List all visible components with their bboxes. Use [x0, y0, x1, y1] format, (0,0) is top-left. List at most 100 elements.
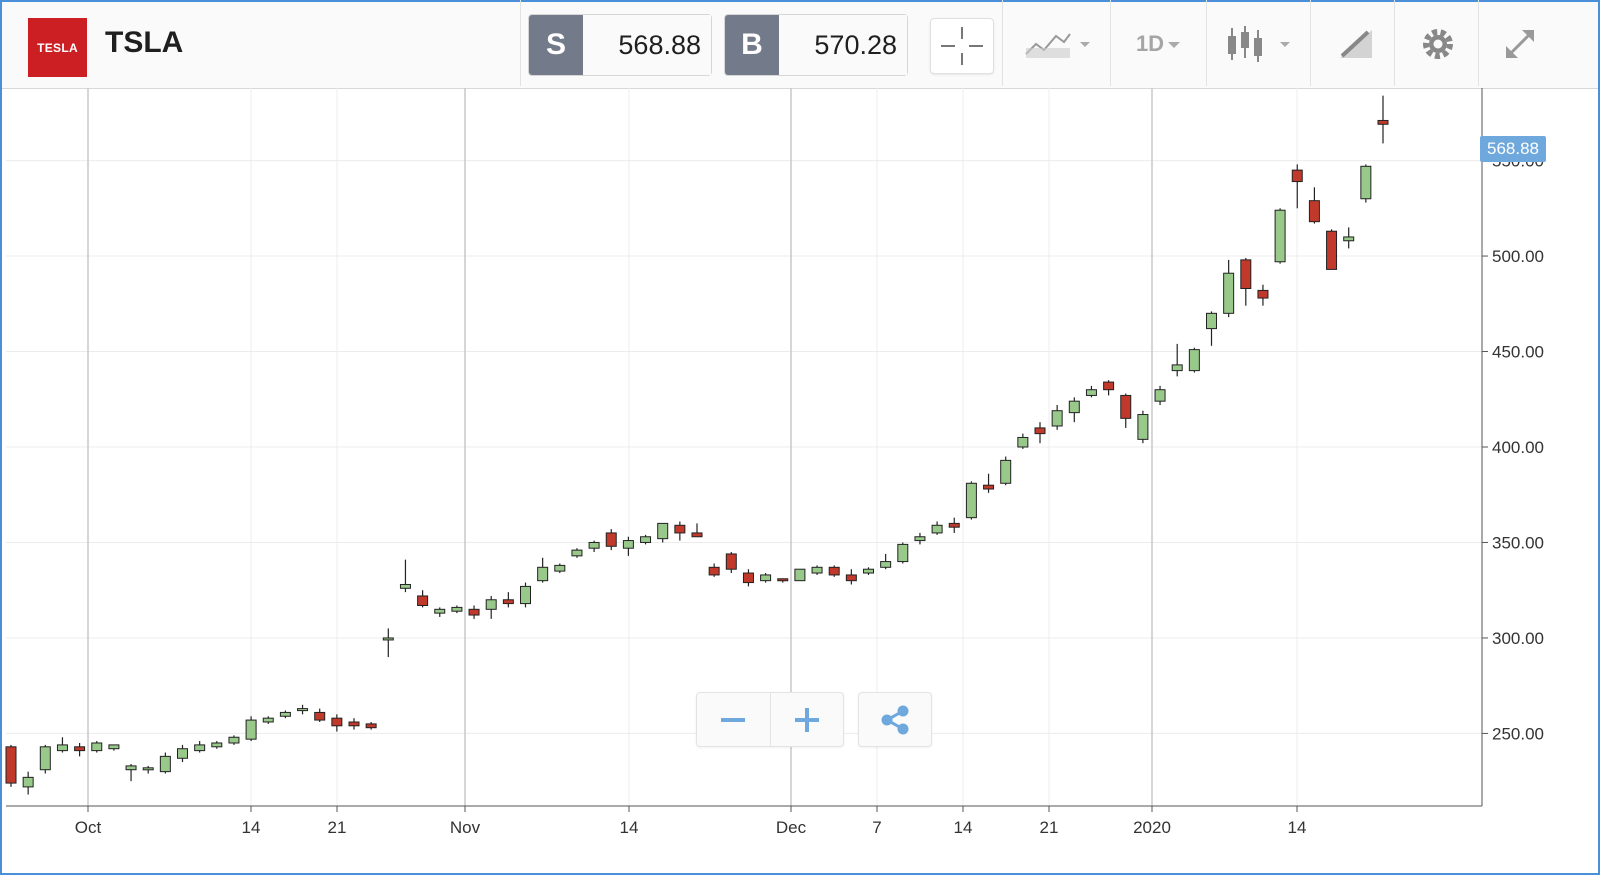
candle-body — [39, 746, 51, 771]
candle-body — [537, 566, 549, 582]
candle-body — [725, 553, 737, 570]
candle-body — [1120, 394, 1132, 419]
sell-price: 568.88 — [583, 15, 711, 75]
candle-body — [279, 711, 291, 717]
candle-body — [1017, 436, 1029, 448]
candle-body — [194, 744, 206, 752]
candle-body — [897, 543, 909, 563]
candle-body — [297, 708, 309, 712]
expand-icon — [1506, 30, 1534, 58]
chevron-down-icon — [1168, 42, 1181, 48]
candle-body — [56, 744, 68, 752]
x-tick-label: 14 — [242, 818, 261, 837]
candle-body — [399, 583, 411, 589]
candle-body — [331, 717, 343, 727]
candle-body — [983, 484, 995, 490]
buy-label: B — [725, 15, 779, 75]
line-chart-icon — [1025, 33, 1090, 58]
share-icon — [881, 705, 909, 734]
candlestick-icon — [1228, 26, 1290, 62]
candle-body — [554, 564, 566, 572]
candle-body — [794, 568, 806, 582]
candle-body — [485, 599, 497, 610]
zoom-controls — [696, 692, 844, 747]
zoom-in-button[interactable] — [771, 693, 844, 746]
candle-body — [5, 746, 17, 784]
candle-body — [1171, 364, 1183, 372]
crosshair-button[interactable] — [930, 18, 994, 74]
candle-body — [674, 524, 686, 534]
y-tick-label: 350.00 — [1492, 533, 1544, 552]
candle-body — [1000, 459, 1012, 484]
fullscreen-button[interactable] — [1490, 14, 1550, 74]
sell-button[interactable]: S 568.88 — [528, 14, 712, 76]
zoom-out-button[interactable] — [697, 693, 771, 746]
chart-type-dropdown[interactable] — [1018, 14, 1098, 74]
share-button[interactable] — [858, 692, 932, 747]
x-tick-label: 7 — [872, 818, 881, 837]
candle-body — [622, 540, 634, 549]
x-tick-label: 21 — [328, 818, 347, 837]
last-price-tag: 568.88 — [1480, 136, 1546, 162]
candle-body — [74, 746, 86, 752]
candle-body — [142, 767, 154, 771]
candle-body — [1291, 169, 1303, 183]
candle-body — [708, 566, 720, 576]
y-tick-label: 400.00 — [1492, 438, 1544, 457]
candle-body — [1068, 400, 1080, 414]
buy-button[interactable]: B 570.28 — [724, 14, 908, 76]
timeframe-dropdown[interactable]: 1D — [1120, 14, 1200, 74]
buy-price: 570.28 — [779, 15, 907, 75]
candle-body — [91, 742, 103, 752]
symbol-title: TSLA — [105, 26, 184, 59]
candle-body — [502, 599, 514, 605]
candle-body — [1223, 272, 1235, 314]
crosshair-icon — [941, 27, 983, 65]
candle-body — [605, 532, 617, 547]
candle-body — [880, 561, 892, 568]
candle-body — [22, 776, 34, 788]
y-tick-label: 300.00 — [1492, 629, 1544, 648]
candle-body — [845, 574, 857, 582]
candle-body — [451, 606, 463, 612]
candle-body — [1308, 200, 1320, 223]
candle-body — [1206, 312, 1217, 330]
x-tick-label: Dec — [776, 818, 807, 837]
candle-body — [1154, 389, 1166, 402]
candle-body — [159, 755, 171, 773]
x-tick-label: 2020 — [1133, 818, 1171, 837]
candle-body — [640, 536, 652, 543]
candle-body — [1326, 230, 1338, 270]
gear-icon — [1423, 29, 1453, 59]
x-tick-label: 21 — [1040, 818, 1059, 837]
x-tick-label: Oct — [75, 818, 102, 837]
candle-body — [382, 637, 394, 641]
y-tick-label: 500.00 — [1492, 247, 1544, 266]
candle-body — [1240, 259, 1252, 290]
candle-body — [417, 595, 429, 606]
candle-body — [657, 522, 669, 540]
draw-tools-button[interactable] — [1326, 14, 1386, 74]
candle-body — [931, 524, 943, 534]
candle-body — [348, 721, 360, 727]
tesla-logo: TESLA — [28, 18, 87, 77]
candle-body — [777, 578, 789, 582]
x-tick-label: 14 — [620, 818, 639, 837]
candle-body — [520, 585, 531, 605]
candle-body — [1188, 349, 1200, 372]
candle-body — [1137, 414, 1149, 440]
candle-body — [742, 572, 754, 584]
y-tick-label: 250.00 — [1492, 724, 1544, 743]
plus-icon — [794, 707, 819, 732]
candle-body — [365, 723, 377, 729]
candle-body — [468, 608, 480, 616]
x-tick-label: 14 — [1288, 818, 1307, 837]
candle-style-dropdown[interactable] — [1218, 14, 1302, 74]
candle-body — [211, 742, 223, 748]
candle-body — [914, 536, 926, 542]
candle-body — [571, 549, 583, 557]
minus-icon — [721, 717, 746, 722]
settings-button[interactable] — [1408, 14, 1468, 74]
candle-body — [1103, 381, 1115, 391]
